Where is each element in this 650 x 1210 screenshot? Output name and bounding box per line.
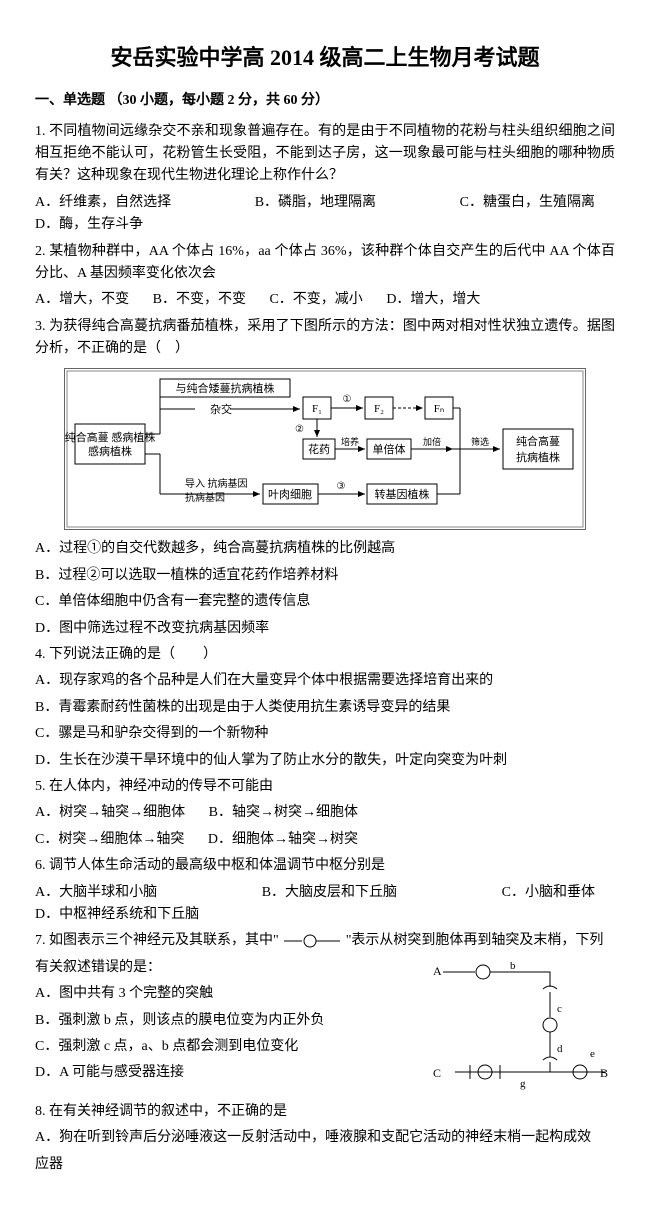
svg-text:e: e bbox=[590, 1048, 595, 1060]
svg-text:Fₙ: Fₙ bbox=[434, 403, 445, 415]
svg-text:叶肉细胞: 叶肉细胞 bbox=[268, 488, 312, 501]
svg-text:转基因植株: 转基因植株 bbox=[375, 487, 430, 501]
q1-opt-c: C．糖蛋白，生殖隔离 bbox=[460, 192, 595, 214]
q3-text: 3. 为获得纯合高蔓抗病番茄植株，采用了下图所示的方法：图中两对相对性状独立遗传… bbox=[35, 316, 615, 361]
svg-text:抗病基因: 抗病基因 bbox=[185, 491, 225, 504]
q1-text: 1. 不同植物间远缘杂交不亲和现象普遍存在。有的是由于不同植物的花粉与柱头组织细… bbox=[35, 121, 615, 188]
svg-text:杂交: 杂交 bbox=[210, 402, 232, 416]
q4-opt-b: B．青霉素耐药性菌株的出现是由于人类使用抗生素诱导变异的结果 bbox=[35, 697, 615, 719]
q4-opt-c: C．骡是马和驴杂交得到的一个新物种 bbox=[35, 723, 615, 745]
q5-opt-c: C．树突→细胞体→轴突 bbox=[35, 829, 184, 851]
svg-text:③: ③ bbox=[337, 481, 346, 492]
q6-opt-b: B．大脑皮层和下丘脑 bbox=[262, 882, 397, 904]
page-title: 安岳实验中学高 2014 级高二上生物月考试题 bbox=[35, 40, 615, 75]
svg-text:抗病植株: 抗病植株 bbox=[516, 450, 560, 464]
svg-text:F₁: F₁ bbox=[312, 403, 322, 415]
q2-options: A．增大，不变 B．不变，不变 C．不变，减小 D．增大，增大 bbox=[35, 289, 615, 311]
q8-opt-a: A．狗在听到铃声后分泌唾液这一反射活动中，唾液腺和支配它活动的神经末梢一起构成效 bbox=[35, 1127, 615, 1149]
q7-neuron-diagram: A b c d C B e g bbox=[425, 957, 615, 1097]
q5-opt-b: B．轴突→树突→细胞体 bbox=[209, 802, 358, 824]
q5-options-2: C．树突→细胞体→轴突 D．细胞体→轴突→树突 bbox=[35, 829, 615, 851]
q1-options: A．纤维素，自然选择 B．磷脂，地理隔离 C．糖蛋白，生殖隔离 D．酶，生存斗争 bbox=[35, 192, 615, 237]
q4-opt-a: A．现存家鸡的各个品种是人们在大量变异个体中根据需要选择培育出来的 bbox=[35, 670, 615, 692]
svg-text:B: B bbox=[600, 1066, 608, 1080]
q5-options-1: A．树突→轴突→细胞体 B．轴突→树突→细胞体 bbox=[35, 802, 615, 824]
svg-text:d: d bbox=[557, 1043, 563, 1055]
q6-opt-c: C．小脑和垂体 bbox=[502, 882, 595, 904]
svg-text:感病植株: 感病植株 bbox=[88, 444, 132, 458]
q6-text: 6. 调节人体生命活动的最高级中枢和体温调节中枢分别是 bbox=[35, 855, 615, 877]
svg-text:培养: 培养 bbox=[341, 436, 359, 447]
svg-text:纯合高蔓 感病植株: 纯合高蔓 感病植株 bbox=[65, 430, 156, 444]
q2-opt-b: B．不变，不变 bbox=[153, 289, 246, 311]
q8-text: 8. 在有关神经调节的叙述中，不正确的是 bbox=[35, 1101, 615, 1123]
svg-text:导入 抗病基因: 导入 抗病基因 bbox=[185, 477, 248, 490]
q7-text: 7. 如图表示三个神经元及其联系，其中" "表示从树突到胞体再到轴突及末梢，下列 bbox=[35, 930, 615, 952]
q6-opt-a: A．大脑半球和小脑 bbox=[35, 882, 157, 904]
q3-opt-d: D．图中筛选过程不改变抗病基因频率 bbox=[35, 618, 615, 640]
svg-text:与纯合矮蔓抗病植株: 与纯合矮蔓抗病植株 bbox=[176, 381, 275, 395]
svg-text:筛选: 筛选 bbox=[471, 436, 489, 447]
svg-text:F₂: F₂ bbox=[374, 403, 384, 415]
svg-text:②: ② bbox=[295, 424, 304, 435]
q3-opt-b: B．过程②可以选取一植株的适宜花药作培养材料 bbox=[35, 565, 615, 587]
q2-opt-c: C．不变，减小 bbox=[269, 289, 362, 311]
q4-opt-d: D．生长在沙漠干旱环境中的仙人掌为了防止水分的散失，叶定向突变为叶刺 bbox=[35, 750, 615, 772]
q3-opt-a: A．过程①的自交代数越多，纯合高蔓抗病植株的比例越高 bbox=[35, 538, 615, 560]
q6-opt-d: D．中枢神经系统和下丘脑 bbox=[35, 904, 199, 926]
svg-text:加倍: 加倍 bbox=[423, 436, 441, 447]
svg-text:纯合高蔓: 纯合高蔓 bbox=[516, 434, 560, 448]
q8-cont: 应器 bbox=[35, 1154, 615, 1176]
q2-text: 2. 某植物种群中，AA 个体占 16%，aa 个体占 36%，该种群个体自交产… bbox=[35, 241, 615, 286]
svg-text:c: c bbox=[557, 1003, 562, 1015]
q4-text: 4. 下列说法正确的是（ ） bbox=[35, 644, 615, 666]
svg-text:C: C bbox=[433, 1066, 441, 1080]
neuron-symbol-icon bbox=[282, 934, 342, 948]
q5-opt-a: A．树突→轴突→细胞体 bbox=[35, 802, 185, 824]
svg-text:花药: 花药 bbox=[308, 443, 330, 456]
q1-opt-b: B．磷脂，地理隔离 bbox=[255, 192, 376, 214]
section-header: 一、单选题 （30 小题，每小题 2 分，共 60 分） bbox=[35, 90, 615, 112]
q3-diagram: 纯合高蔓 感病植株 感病植株 与纯合矮蔓抗病植株 杂交 F₁ ① F₂ Fₙ ②… bbox=[64, 368, 586, 530]
svg-text:b: b bbox=[510, 960, 516, 972]
q5-text: 5. 在人体内，神经冲动的传导不可能由 bbox=[35, 776, 615, 798]
q5-opt-d: D．细胞体→轴突→树突 bbox=[208, 829, 358, 851]
svg-text:①: ① bbox=[343, 394, 352, 405]
q1-opt-d: D．酶，生存斗争 bbox=[35, 214, 143, 236]
q1-opt-a: A．纤维素，自然选择 bbox=[35, 192, 171, 214]
svg-text:单倍体: 单倍体 bbox=[373, 442, 406, 456]
q3-opt-c: C．单倍体细胞中仍含有一套完整的遗传信息 bbox=[35, 591, 615, 613]
svg-text:A: A bbox=[433, 964, 442, 978]
q2-opt-a: A．增大，不变 bbox=[35, 289, 129, 311]
q2-opt-d: D．增大，增大 bbox=[386, 289, 480, 311]
svg-text:g: g bbox=[520, 1078, 526, 1090]
